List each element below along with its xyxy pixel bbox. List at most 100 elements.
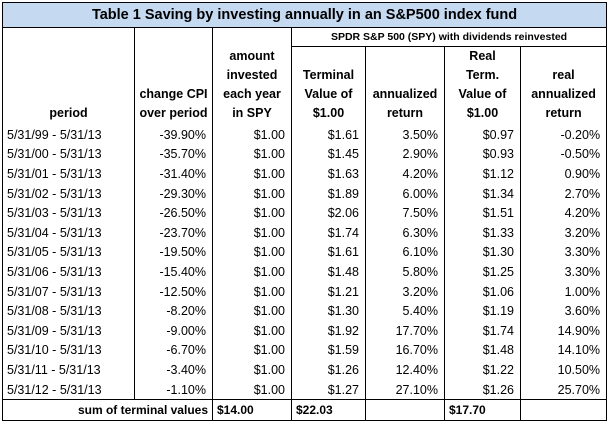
cell-real-terminal-value: $1.33 xyxy=(444,222,521,243)
cell-annualized-return: 3.20% xyxy=(365,281,445,302)
cell-real-terminal-value: $0.97 xyxy=(444,125,521,145)
cell-cpi-change: -35.70% xyxy=(134,144,213,165)
cell-cpi-change: -26.50% xyxy=(134,203,213,223)
cell-period: 5/31/12 - 5/31/13 xyxy=(2,379,135,400)
cell-annualized-return: 2.90% xyxy=(365,144,445,165)
cell-cpi-change: -3.40% xyxy=(134,360,213,380)
cell-real-terminal-value: $1.26 xyxy=(444,379,521,400)
cell-terminal-value: $1.45 xyxy=(291,144,366,165)
summary-label: sum of terminal values xyxy=(2,399,213,422)
cell-terminal-value: $2.06 xyxy=(291,203,366,223)
cell-period: 5/31/11 - 5/31/13 xyxy=(2,360,135,380)
cell-period: 5/31/00 - 5/31/13 xyxy=(2,144,135,165)
cell-terminal-value: $1.30 xyxy=(291,301,366,321)
cell-real-annualized-return: 2.70% xyxy=(519,183,608,204)
savings-table: Table 1 Saving by investing annually in … xyxy=(1,2,608,422)
cell-amount-invested: $1.00 xyxy=(212,340,292,361)
cell-annualized-return: 4.20% xyxy=(365,164,445,184)
summary-blank xyxy=(365,399,445,422)
summary-invested-total: $14.00 xyxy=(212,399,292,422)
cell-annualized-return: 3.50% xyxy=(365,125,445,145)
cell-terminal-value: $1.63 xyxy=(291,164,366,184)
cell-terminal-value: $1.61 xyxy=(291,125,366,145)
table-row: 5/31/05 - 5/31/13 -19.50% $1.00 $1.61 6.10% $… xyxy=(2,242,608,263)
table-row: 5/31/03 - 5/31/13 -26.50% $1.00 $2.06 7.50% $… xyxy=(2,203,608,223)
cell-amount-invested: $1.00 xyxy=(212,164,292,184)
cell-terminal-value: $1.92 xyxy=(291,320,366,341)
cell-real-annualized-return: 0.90% xyxy=(519,164,608,184)
cell-terminal-value: $1.59 xyxy=(291,340,366,361)
table-row: 5/31/12 - 5/31/13 -1.10% $1.00 $1.27 27.10% $… xyxy=(2,379,608,400)
cell-real-annualized-return: 10.50% xyxy=(519,360,608,380)
header-real-annualized-line: real xyxy=(552,68,575,82)
table-row: 5/31/10 - 5/31/13 -6.70% $1.00 $1.59 16.70% $… xyxy=(2,340,608,361)
header-invested-line: in SPY xyxy=(232,106,272,120)
cell-real-annualized-return: -0.50% xyxy=(519,144,608,165)
cell-terminal-value: $1.74 xyxy=(291,222,366,243)
cell-real-terminal-value: $1.34 xyxy=(444,183,521,204)
cell-cpi-change: -6.70% xyxy=(134,340,213,361)
cell-terminal-value: $1.89 xyxy=(291,183,366,204)
cell-real-terminal-value: $1.51 xyxy=(444,203,521,223)
header-real-term-line: Term. xyxy=(465,68,500,82)
cell-real-terminal-value: $1.30 xyxy=(444,242,521,263)
header-real-annualized: real annualized return xyxy=(519,46,608,125)
cell-amount-invested: $1.00 xyxy=(212,320,292,341)
table-row: 5/31/99 - 5/31/13 -39.90% $1.00 $1.61 3.50% $… xyxy=(2,125,608,145)
cell-real-terminal-value: $1.74 xyxy=(444,320,521,341)
cell-annualized-return: 6.10% xyxy=(365,242,445,263)
header-terminal-line: $1.00 xyxy=(312,106,345,120)
header-real-annualized-line: annualized xyxy=(531,87,596,101)
cell-real-annualized-return: 3.30% xyxy=(519,242,608,263)
cell-period: 5/31/10 - 5/31/13 xyxy=(2,340,135,361)
cell-amount-invested: $1.00 xyxy=(212,301,292,321)
cell-amount-invested: $1.00 xyxy=(212,262,292,282)
cell-period: 5/31/02 - 5/31/13 xyxy=(2,183,135,204)
summary-real-total: $17.70 xyxy=(444,399,521,422)
header-invested: amount invested each year in SPY xyxy=(212,27,292,125)
header-invested-line: amount xyxy=(229,49,275,63)
cell-period: 5/31/01 - 5/31/13 xyxy=(2,164,135,184)
summary-blank xyxy=(519,399,608,422)
cell-amount-invested: $1.00 xyxy=(212,360,292,380)
cell-amount-invested: $1.00 xyxy=(212,183,292,204)
header-real-term-line: Real xyxy=(469,49,496,63)
cell-cpi-change: -31.40% xyxy=(134,164,213,184)
cell-cpi-change: -9.00% xyxy=(134,320,213,341)
cell-terminal-value: $1.48 xyxy=(291,262,366,282)
cell-annualized-return: 6.30% xyxy=(365,222,445,243)
header-real-term: Real Term. Value of $1.00 xyxy=(444,46,521,125)
cell-period: 5/31/06 - 5/31/13 xyxy=(2,262,135,282)
header-annualized: annualized return xyxy=(365,46,445,125)
header-real-annualized-line: return xyxy=(545,106,582,120)
header-cpi: change CPI over period xyxy=(134,27,213,125)
table-row: 5/31/01 - 5/31/13 -31.40% $1.00 $1.63 4.20% $… xyxy=(2,164,608,184)
table-body: 5/31/99 - 5/31/13 -39.90% $1.00 $1.61 3.50% $… xyxy=(2,125,608,400)
header-real-term-line: Value of xyxy=(458,87,507,101)
cell-real-annualized-return: -0.20% xyxy=(519,125,608,145)
cell-real-annualized-return: 3.20% xyxy=(519,222,608,243)
cell-cpi-change: -39.90% xyxy=(134,125,213,145)
cell-period: 5/31/07 - 5/31/13 xyxy=(2,281,135,302)
cell-real-terminal-value: $0.93 xyxy=(444,144,521,165)
table-row: 5/31/07 - 5/31/13 -12.50% $1.00 $1.21 3.20% $… xyxy=(2,281,608,302)
cell-real-annualized-return: 14.10% xyxy=(519,340,608,361)
cell-amount-invested: $1.00 xyxy=(212,379,292,400)
cell-real-annualized-return: 3.60% xyxy=(519,301,608,321)
cell-amount-invested: $1.00 xyxy=(212,125,292,145)
cell-real-annualized-return: 14.90% xyxy=(519,320,608,341)
cell-real-annualized-return: 25.70% xyxy=(519,379,608,400)
header-cpi-line: over period xyxy=(139,106,208,120)
cell-annualized-return: 17.70% xyxy=(365,320,445,341)
cell-annualized-return: 5.80% xyxy=(365,262,445,282)
cell-real-terminal-value: $1.25 xyxy=(444,262,521,282)
header-invested-line: invested xyxy=(226,68,278,82)
cell-real-annualized-return: 1.00% xyxy=(519,281,608,302)
header-terminal-line: Value of xyxy=(304,87,353,101)
cell-period: 5/31/04 - 5/31/13 xyxy=(2,222,135,243)
header-period: period xyxy=(2,27,135,125)
cell-amount-invested: $1.00 xyxy=(212,222,292,243)
cell-annualized-return: 6.00% xyxy=(365,183,445,204)
header-annualized-line: annualized xyxy=(372,87,438,101)
